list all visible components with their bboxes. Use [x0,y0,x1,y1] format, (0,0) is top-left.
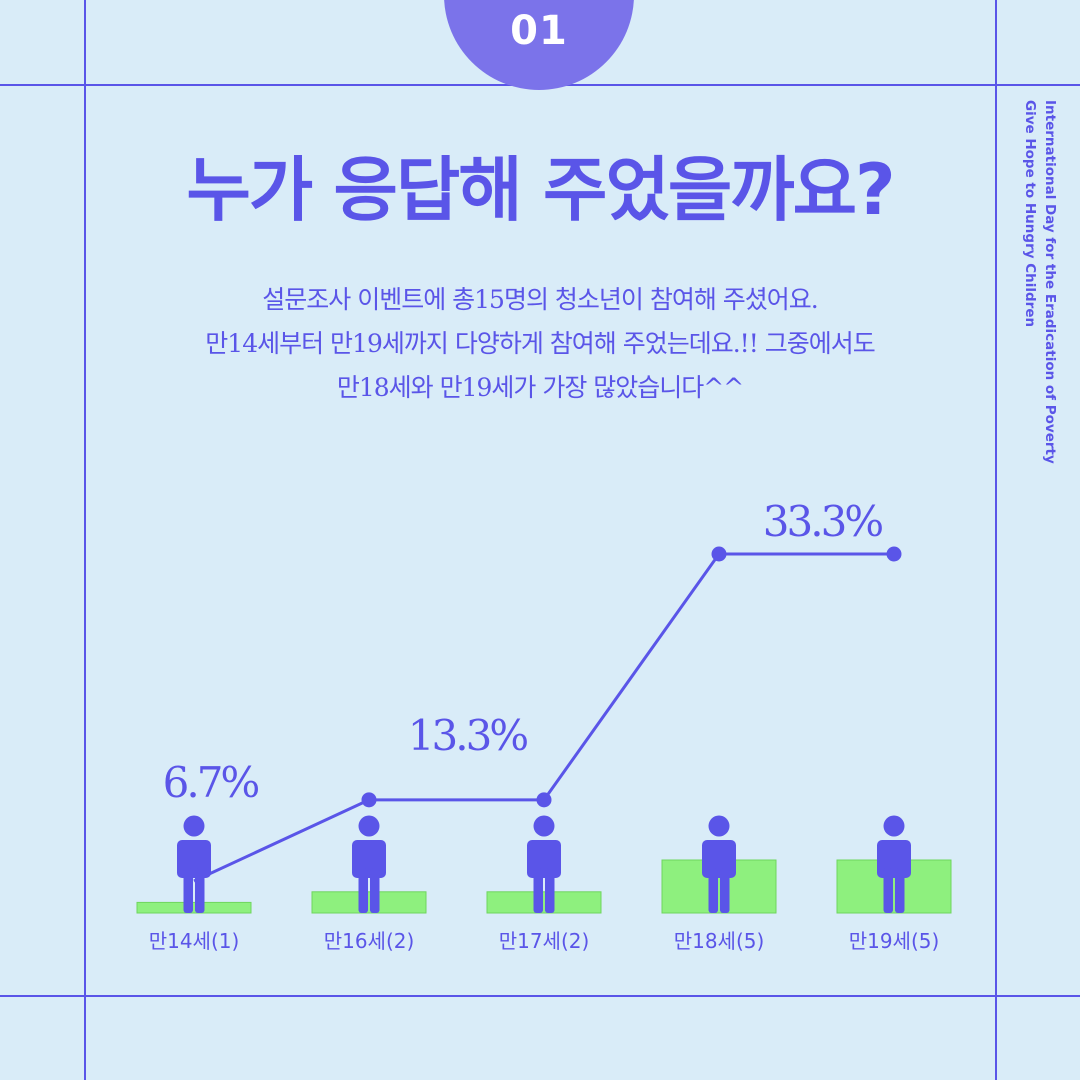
frame-line-bottom [0,995,1080,997]
count-bar [136,901,252,914]
data-label: 33.3% [763,497,883,546]
person-icon [702,815,736,913]
category-label: 만17세(2) [499,929,590,953]
description-line: 만18세와 만19세가 가장 많았습니다^^ [336,373,744,402]
category-label: 만14세(1) [149,929,240,953]
category-label: 만18세(5) [674,929,765,953]
frame-line-left [84,0,86,1080]
person-icon [177,815,211,913]
person-icon [877,815,911,913]
data-point [711,546,727,562]
description-line: 설문조사 이벤트에 총15명의 청소년이 참여해 주셨어요. [262,285,819,314]
data-label: 13.3% [408,711,528,760]
description-line: 만14세부터 만19세까지 다양하게 참여해 주었는데요.!! 그중에서도 [205,329,875,358]
person-icon [352,815,386,913]
frame-line-right [995,0,997,1080]
data-point [361,792,377,808]
section-number: 01 [510,8,568,54]
data-label: 6.7% [163,758,259,807]
data-point [886,546,902,562]
count-bar [486,891,602,914]
category-label: 만19세(5) [849,929,940,953]
person-icon [527,815,561,913]
category-label: 만16세(2) [324,929,415,953]
data-point [536,792,552,808]
page-title: 누가 응답해 주었을까요? [186,149,895,231]
description: 설문조사 이벤트에 총15명의 청소년이 참여해 주셨어요. 만14세부터 만1… [90,278,990,410]
count-bar [311,891,427,914]
